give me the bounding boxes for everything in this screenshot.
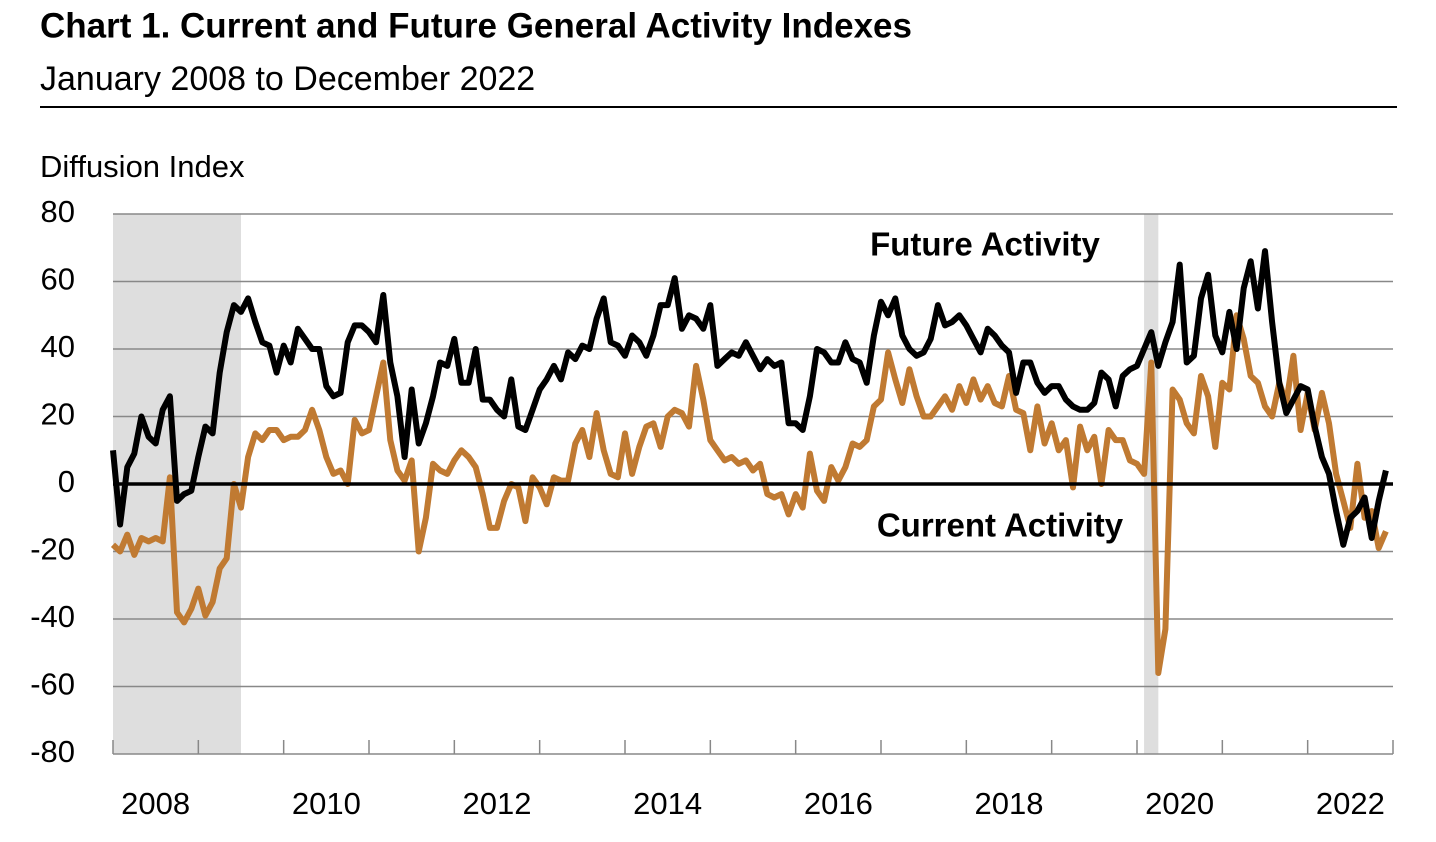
x-tick-label: 2020 — [1145, 786, 1214, 821]
y-tick-label: -60 — [30, 667, 75, 702]
series-label: Future Activity — [870, 226, 1100, 263]
y-tick-label: -20 — [30, 532, 75, 567]
y-tick-label: 40 — [41, 329, 75, 364]
x-tick-label: 2016 — [804, 786, 873, 821]
series-line — [110, 312, 1389, 676]
y-tick-label: 60 — [41, 262, 75, 297]
x-tick-label: 2014 — [633, 786, 702, 821]
y-tick-label: -40 — [30, 599, 75, 634]
y-tick-label: 20 — [41, 397, 75, 432]
x-tick-label: 2012 — [463, 786, 532, 821]
x-tick-label: 2010 — [292, 786, 361, 821]
y-tick-label: 0 — [58, 464, 75, 499]
series-label: Current Activity — [877, 507, 1124, 544]
chart-subtitle: January 2008 to December 2022 — [40, 60, 535, 98]
y-axis-label: Diffusion Index — [40, 149, 245, 184]
x-tick-label: 2022 — [1316, 786, 1385, 821]
y-tick-label: -80 — [30, 734, 75, 769]
series-line — [110, 248, 1389, 548]
x-tick-label: 2018 — [975, 786, 1044, 821]
chart-title: Chart 1. Current and Future General Acti… — [40, 6, 912, 45]
x-tick-label: 2008 — [121, 786, 190, 821]
y-tick-label: 80 — [41, 194, 75, 229]
